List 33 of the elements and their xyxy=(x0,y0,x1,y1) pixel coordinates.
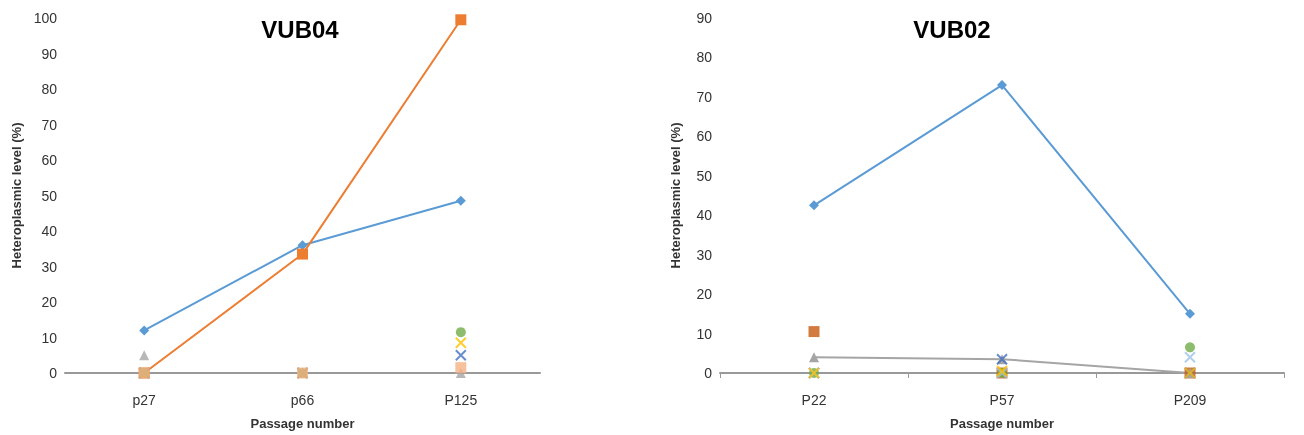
y-tick-label: 0 xyxy=(704,365,713,381)
x-tick-label: P125 xyxy=(444,392,478,408)
y-tick-label: 70 xyxy=(41,116,58,133)
x-tick-label: p66 xyxy=(290,392,315,408)
x-tick-label: P22 xyxy=(801,392,827,408)
y-tick-label: 10 xyxy=(696,325,713,342)
y-axis-title: Heteroplasmic level (%) xyxy=(668,122,683,269)
y-tick-label: 90 xyxy=(696,10,713,26)
y-tick-label: 20 xyxy=(41,294,58,310)
y-tick-label: 20 xyxy=(696,286,713,303)
y-tick-label: 80 xyxy=(41,81,58,97)
x-tick-label: P57 xyxy=(989,392,1015,408)
y-axis-title: Heteroplasmic level (%) xyxy=(8,122,24,269)
chart-title: VUB02 xyxy=(913,15,991,43)
x-tick-label: p27 xyxy=(132,392,157,408)
x-axis-title: Passage number xyxy=(250,416,355,431)
y-tick-label: 30 xyxy=(696,246,713,263)
x-axis-title: Passage number xyxy=(949,416,1055,431)
chart-title: VUB04 xyxy=(261,15,340,43)
y-tick-label: 100 xyxy=(33,10,58,26)
y-tick-label: 90 xyxy=(41,45,58,62)
y-tick-label: 40 xyxy=(41,223,58,239)
y-tick-label: 70 xyxy=(696,88,713,105)
y-tick-label: 60 xyxy=(41,152,58,168)
y-tick-label: 10 xyxy=(41,329,58,346)
y-tick-label: 0 xyxy=(49,365,58,381)
y-tick-label: 40 xyxy=(696,207,713,224)
y-tick-label: 30 xyxy=(41,258,58,275)
y-tick-label: 50 xyxy=(41,187,58,204)
y-tick-label: 80 xyxy=(696,49,713,66)
y-tick-label: 60 xyxy=(696,128,713,145)
x-tick-label: P209 xyxy=(1173,392,1207,408)
y-tick-label: 50 xyxy=(696,167,713,184)
